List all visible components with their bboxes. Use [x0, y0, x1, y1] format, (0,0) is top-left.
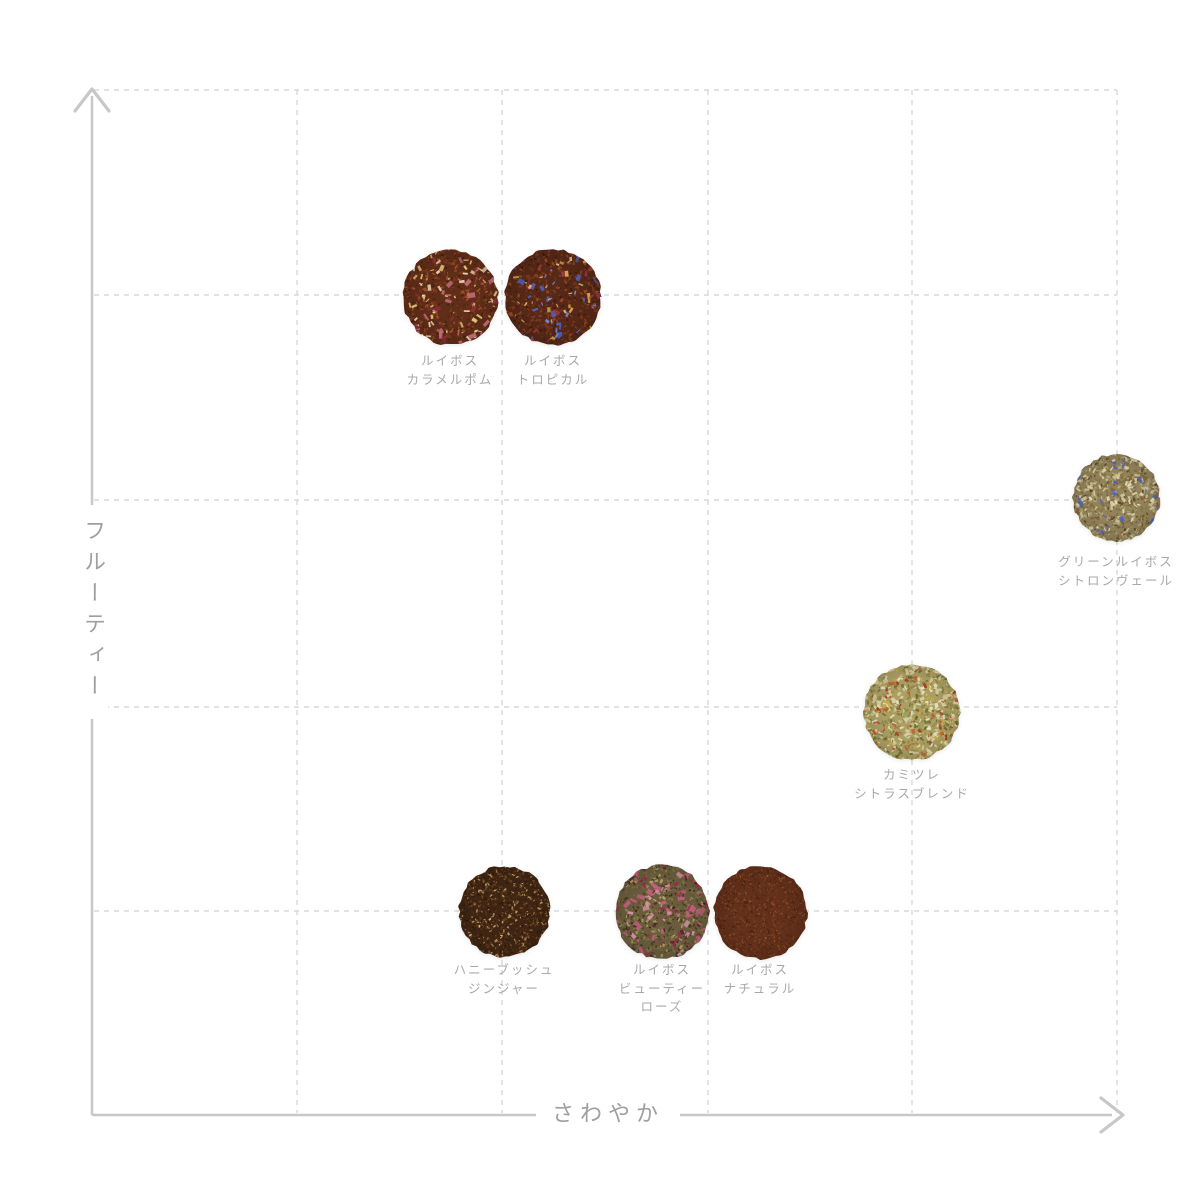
tea-photo-tropical — [504, 248, 602, 346]
tea-label-green-rooibos-citron-vert: グリーンルイボス シトロンヴェール — [1057, 554, 1175, 588]
y-axis-label: フルーティー — [76, 505, 108, 719]
tea-photo-beauty-rose — [614, 864, 710, 960]
tea-label-tropical: ルイボス トロピカル — [516, 353, 590, 387]
tea-photo-camomile-citrus-blend — [863, 663, 961, 761]
y-axis-arrow-icon — [73, 87, 111, 113]
tea-label-rooibos-natural: ルイボス ナチュラル — [723, 962, 797, 996]
tea-label-camomile-citrus-blend: カミツレ シトラスブレンド — [854, 767, 970, 801]
axis-lines — [90, 96, 1112, 1117]
tea-photo-caramel-pomme — [401, 248, 499, 346]
tea-label-honeybush-ginger: ハニーブッシュ ジンジャー — [453, 962, 555, 996]
tea-photo-honeybush-ginger — [457, 864, 551, 958]
gridlines — [94, 89, 1118, 1113]
x-axis-arrow-icon — [1099, 1096, 1125, 1134]
tea-label-caramel-pomme: ルイボス カラメルポム — [406, 353, 494, 387]
tea-photo-green-rooibos-citron-vert — [1071, 452, 1161, 542]
x-axis-label: さわやか — [535, 1098, 681, 1132]
tea-photo-rooibos-natural — [712, 864, 808, 960]
tea-label-beauty-rose: ルイボス ビューティー ローズ — [618, 962, 706, 1014]
